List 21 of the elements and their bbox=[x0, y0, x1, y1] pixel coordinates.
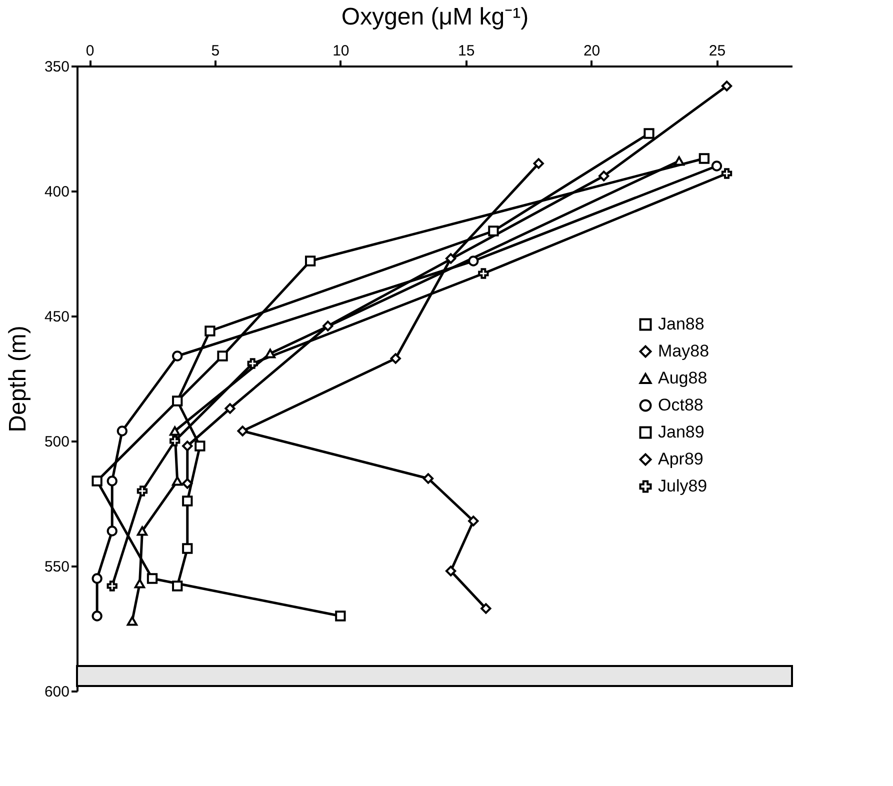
x-tick-label: 20 bbox=[583, 42, 600, 60]
x-axis-title: Oxygen (μM kg⁻¹) bbox=[341, 4, 529, 30]
x-tick-label: 5 bbox=[211, 42, 220, 60]
x-tick-label: 15 bbox=[458, 42, 475, 60]
legend-label: May88 bbox=[658, 342, 710, 360]
legend-label: July89 bbox=[658, 476, 708, 496]
legend-label: Apr89 bbox=[658, 450, 704, 468]
y-tick-label: 450 bbox=[44, 308, 70, 326]
y-axis-title: Depth (m) bbox=[4, 326, 32, 432]
legend-label: Jan88 bbox=[658, 314, 704, 334]
legend-label: Oct88 bbox=[658, 396, 704, 414]
x-tick-label: 0 bbox=[86, 42, 94, 60]
x-tick-label: 25 bbox=[708, 42, 726, 60]
y-tick-label: 350 bbox=[44, 58, 70, 76]
y-tick-label: 600 bbox=[44, 684, 70, 700]
legend-label: Aug88 bbox=[658, 368, 708, 388]
y-tick-label: 400 bbox=[44, 184, 70, 200]
y-tick-label: 500 bbox=[44, 434, 70, 450]
y-tick-label: 550 bbox=[44, 558, 70, 576]
x-tick-label: 10 bbox=[332, 42, 350, 60]
legend-label: Jan89 bbox=[658, 422, 704, 442]
